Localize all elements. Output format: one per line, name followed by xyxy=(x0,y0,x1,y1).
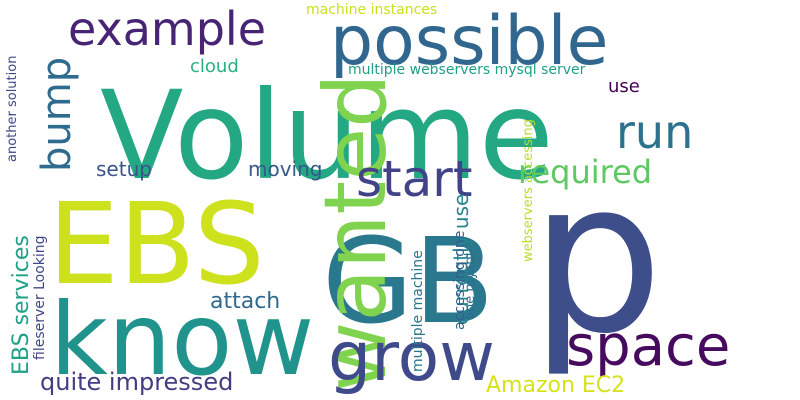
cloud-word-use: use xyxy=(608,76,640,97)
cloud-word-cloud: cloud xyxy=(190,56,239,77)
cloud-word-run: run xyxy=(616,105,693,159)
cloud-word-moving: moving xyxy=(248,157,322,181)
cloud-word-start: start xyxy=(356,150,472,208)
cloud-word-fileserver-looking: fileserver Looking xyxy=(32,235,48,360)
cloud-word-required: required xyxy=(518,153,652,191)
cloud-word-space: space xyxy=(566,314,730,379)
cloud-word-volume: Volume xyxy=(100,65,554,207)
cloud-word-another-solution: another solution xyxy=(5,56,20,162)
cloud-word-attach: attach xyxy=(210,289,280,314)
cloud-word-bump: bump xyxy=(34,57,80,172)
cloud-word-ebs-services: EBS services xyxy=(9,235,34,375)
cloud-word-ebs: EBS xyxy=(48,180,265,310)
cloud-word-accessing-one: accessing one xyxy=(452,231,468,330)
cloud-word-wanted: wanted xyxy=(306,73,406,392)
cloud-word-amazon-ec2: Amazon EC2 xyxy=(486,373,625,398)
cloud-word-example: example xyxy=(68,2,266,56)
cloud-word-p: p xyxy=(530,135,663,380)
cloud-word-possible: possible xyxy=(330,2,608,81)
cloud-word-quite-impressed: quite impressed xyxy=(40,368,233,396)
cloud-word-know: know xyxy=(50,281,314,398)
cloud-word-currently-use: currently use xyxy=(449,194,473,325)
cloud-word-one-mysql: one mysql xyxy=(463,253,478,320)
cloud-word-grow: grow xyxy=(328,318,495,397)
cloud-word-multiple-webservers-mysql-server: multiple webservers mysql server xyxy=(348,62,586,78)
cloud-word-machine-instances: machine instances xyxy=(306,2,437,18)
cloud-word-gb: GB xyxy=(322,212,494,350)
cloud-word-webservers-accessing: webservers accessing xyxy=(521,119,536,262)
cloud-word-multiple-machine: multiple machine xyxy=(410,250,426,372)
cloud-word-setup: setup xyxy=(96,157,152,181)
